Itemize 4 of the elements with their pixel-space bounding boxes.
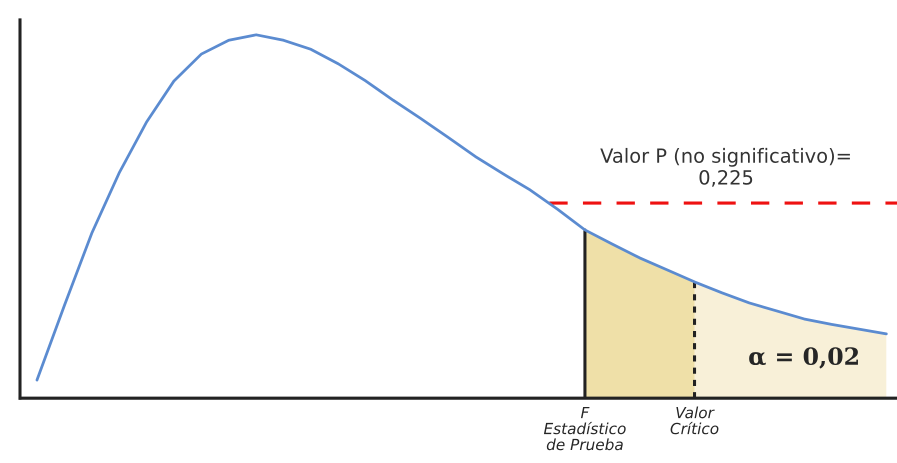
annotation: Valor P (no significativo)= 0,225 xyxy=(600,148,850,187)
x-tick-label: Valor Crítico xyxy=(670,406,718,434)
annotation: α = 0,02 xyxy=(749,347,858,369)
x-tick-label: F Estadístico de Prueba xyxy=(544,406,626,450)
